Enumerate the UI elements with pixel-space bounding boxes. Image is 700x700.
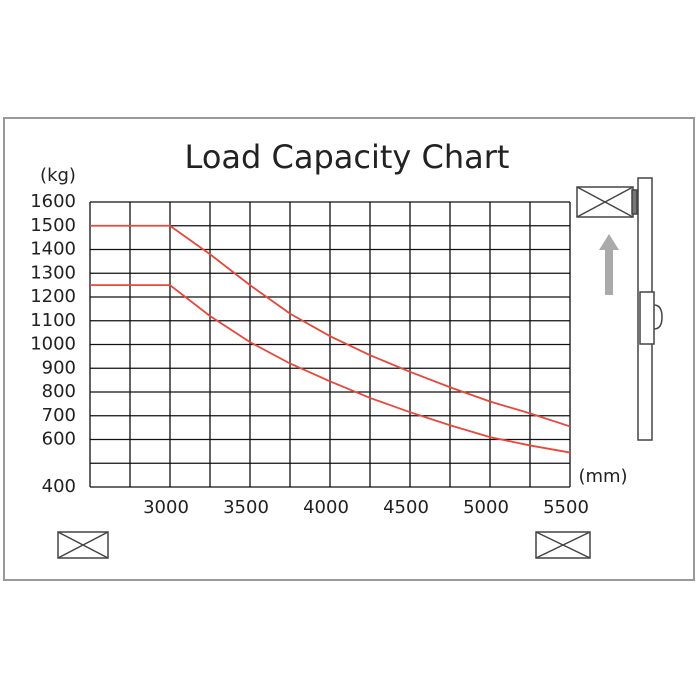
y-tick-label: 900 xyxy=(42,357,76,378)
y-tick-label: 1200 xyxy=(30,286,76,307)
y-tick-label: 400 xyxy=(42,476,76,497)
y-tick-label: 1400 xyxy=(30,239,76,260)
frame xyxy=(3,117,695,581)
x-tick-label: 5500 xyxy=(543,497,589,518)
y-axis-label: (kg) xyxy=(40,165,76,186)
y-tick-label: 1000 xyxy=(30,334,76,355)
y-tick-label: 700 xyxy=(42,405,76,426)
x-tick-label: 3000 xyxy=(143,497,189,518)
y-tick-label: 1500 xyxy=(30,215,76,236)
y-tick-label: 600 xyxy=(42,429,76,450)
y-tick-label: 800 xyxy=(42,381,76,402)
x-tick-label: 5000 xyxy=(463,497,509,518)
load-curve xyxy=(90,224,571,428)
x-axis-label: (mm) xyxy=(578,466,627,487)
x-tick-label: 4500 xyxy=(383,497,429,518)
pallet-icon-left xyxy=(57,531,109,559)
y-tick-label: 1600 xyxy=(30,191,76,212)
chart-title: Load Capacity Chart xyxy=(185,138,510,176)
y-tick-label: 1300 xyxy=(30,262,76,283)
pallet-icon-right xyxy=(535,531,591,559)
x-tick-label: 3500 xyxy=(223,497,269,518)
load-curve xyxy=(90,284,571,454)
mast-icon xyxy=(576,177,663,441)
y-tick-label: 1100 xyxy=(30,310,76,331)
x-tick-label: 4000 xyxy=(303,497,349,518)
